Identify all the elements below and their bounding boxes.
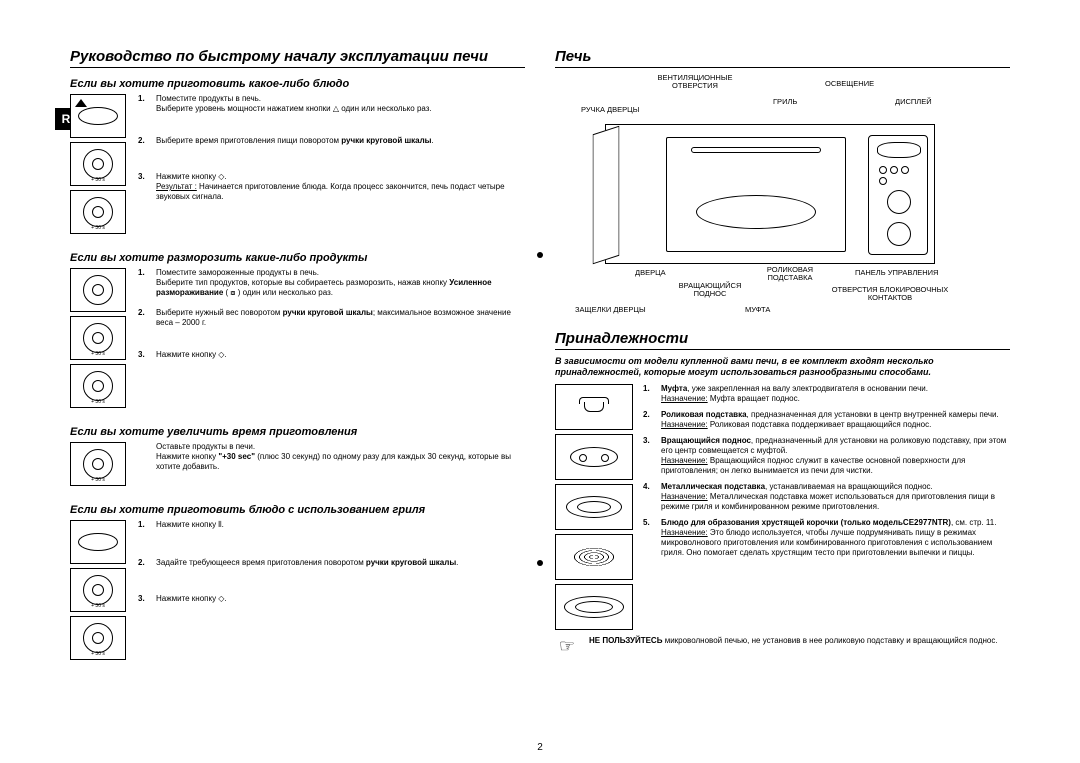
icon-dial: + 30 s (70, 568, 126, 612)
pointing-hand-icon: ☞ (555, 636, 579, 657)
icon-dial: + 30 s (70, 316, 126, 360)
acc5: Блюдо для образования хрустящей корочки … (661, 518, 1010, 558)
sec3-title: Если вы хотите увеличить время приготовл… (70, 426, 525, 438)
sec1-block: + 30 s + 30 s 1.Поместите продукты в печ… (70, 94, 525, 238)
page-number: 2 (0, 742, 1080, 753)
sec1-title: Если вы хотите приготовить какое-либо бл… (70, 78, 525, 90)
oven-control-panel (868, 135, 928, 255)
icon-dial: + 30 s (70, 442, 126, 486)
sec4-step1: Нажмите кнопку ⫴. (156, 520, 525, 530)
sec3-block: + 30 s Оставьте продукты в печи. Нажмите… (70, 442, 525, 490)
sec4-step2: Задайте требующееся время приготовления … (156, 558, 525, 568)
sec2-block: + 30 s + 30 s 1.Поместите замороженные п… (70, 268, 525, 412)
icon-dial: + 30 s (70, 142, 126, 186)
icon-dial: + 30 s (70, 190, 126, 234)
label-panel: ПАНЕЛЬ УПРАВЛЕНИЯ (855, 269, 938, 277)
acc-icon-coupler (555, 384, 633, 430)
sec2-step1: Поместите замороженные продукты в печь. … (156, 268, 525, 298)
oven-turntable (696, 195, 816, 229)
sec2-title: Если вы хотите разморозить какие-либо пр… (70, 252, 525, 264)
oven-body (605, 124, 935, 264)
label-latch: ЗАЩЕЛКИ ДВЕРЦЫ (575, 306, 646, 314)
label-grill: ГРИЛЬ (773, 98, 797, 106)
hinge-dot (537, 560, 543, 566)
icon-tray (70, 520, 126, 564)
sec2-step3: Нажмите кнопку ◇. (156, 350, 525, 360)
hinge-dot (537, 252, 543, 258)
sec2-step2: Выберите нужный вес поворотом ручки круг… (156, 308, 525, 328)
label-coupler: МУФТА (745, 306, 770, 314)
warning-note: ☞ НЕ ПОЛЬЗУЙТЕСЬ микроволновой печью, не… (555, 636, 1010, 657)
sec4-title: Если вы хотите приготовить блюдо с испол… (70, 504, 525, 516)
acc-icon-rack (555, 534, 633, 580)
acc-icon-crisp-plate (555, 584, 633, 630)
accessories-intro: В зависимости от модели купленной вами п… (555, 356, 1010, 378)
sec3-text: Оставьте продукты в печи. Нажмите кнопку… (156, 442, 525, 472)
icon-dial: + 30 s (70, 616, 126, 660)
label-roller: РОЛИКОВАЯ ПОДСТАВКА (755, 266, 825, 283)
acc4: Металлическая подставка, устанавливаемая… (661, 482, 1010, 512)
label-light: ОСВЕЩЕНИЕ (825, 80, 874, 88)
acc-icon-roller (555, 434, 633, 480)
sec1-step3: Нажмите кнопку ◇.Результат : Начинается … (156, 172, 525, 202)
oven-door (593, 126, 619, 265)
sec1-step1: Поместите продукты в печь. Выберите уров… (156, 94, 525, 114)
oven-title: Печь (555, 48, 1010, 68)
quickstart-title: Руководство по быстрому началу эксплуата… (70, 48, 525, 68)
sec1-step2: Выберите время приготовления пищи поворо… (156, 136, 525, 146)
acc2: Роликовая подставка, предназначенная для… (661, 410, 999, 430)
sec4-step3: Нажмите кнопку ◇. (156, 594, 525, 604)
oven-diagram: ВЕНТИЛЯЦИОННЫЕ ОТВЕРСТИЯ ОСВЕЩЕНИЕ РУЧКА… (555, 74, 1010, 284)
label-tray: ВРАЩАЮЩИЙСЯ ПОДНОС (665, 282, 755, 299)
right-column: Печь ВЕНТИЛЯЦИОННЫЕ ОТВЕРСТИЯ ОСВЕЩЕНИЕ … (555, 48, 1010, 743)
acc1: Муфта, уже закрепленная на валу электрод… (661, 384, 928, 404)
acc-icon-turntable (555, 484, 633, 530)
label-vent: ВЕНТИЛЯЦИОННЫЕ ОТВЕРСТИЯ (645, 74, 745, 91)
label-door: ДВЕРЦА (635, 269, 666, 277)
oven-grill-element (691, 147, 821, 153)
label-display: ДИСПЛЕЙ (895, 98, 932, 106)
left-column: Руководство по быстрому началу эксплуата… (70, 48, 525, 743)
icon-dial: + 30 s (70, 364, 126, 408)
acc3: Вращающийся поднос, предназначенный для … (661, 436, 1010, 476)
label-handle: РУЧКА ДВЕРЦЫ (581, 106, 639, 114)
label-lockhole: ОТВЕРСТИЯ БЛОКИРОВОЧНЫХ КОНТАКТОВ (815, 286, 965, 303)
icon-dial-defrost (70, 268, 126, 312)
page-spread: Руководство по быстрому началу эксплуата… (0, 0, 1080, 763)
accessories-title: Принадлежности (555, 330, 1010, 350)
icon-tray (70, 94, 126, 138)
accessories-block: 1.Муфта, уже закрепленная на валу электр… (555, 384, 1010, 630)
sec4-block: + 30 s + 30 s 1.Нажмите кнопку ⫴. 2.Зада… (70, 520, 525, 664)
